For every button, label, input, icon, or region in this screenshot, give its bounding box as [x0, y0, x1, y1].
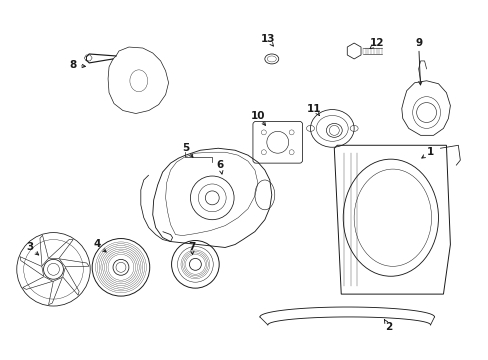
Text: 7: 7: [188, 243, 196, 252]
Text: 10: 10: [250, 111, 264, 121]
Text: 9: 9: [414, 38, 421, 48]
Text: 13: 13: [260, 34, 275, 44]
Text: 11: 11: [306, 104, 321, 113]
Text: 8: 8: [70, 60, 77, 70]
Text: 12: 12: [369, 38, 384, 48]
Text: 5: 5: [182, 143, 189, 153]
Text: 4: 4: [93, 239, 101, 249]
Text: 1: 1: [426, 147, 433, 157]
Text: 2: 2: [385, 322, 392, 332]
Text: 6: 6: [216, 160, 224, 170]
Text: 3: 3: [26, 243, 33, 252]
